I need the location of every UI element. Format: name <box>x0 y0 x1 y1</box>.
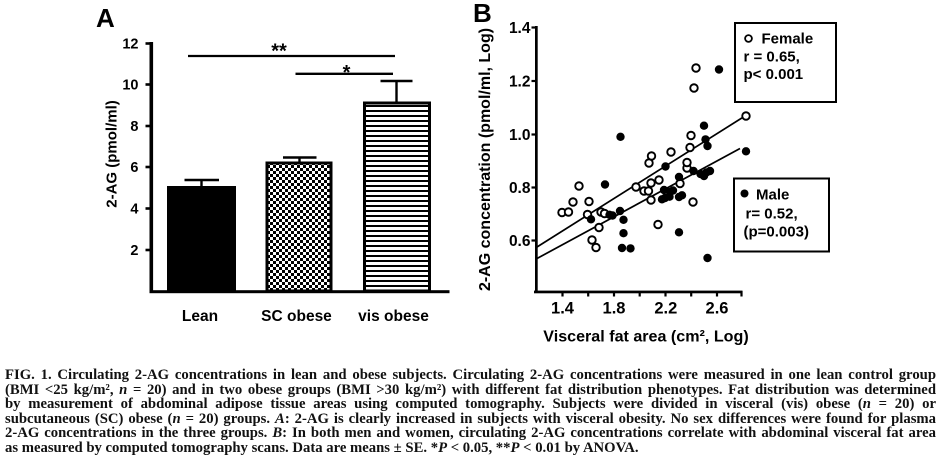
svg-text:6: 6 <box>130 160 138 176</box>
svg-text:2-AG (pmol/ml): 2-AG (pmol/ml) <box>104 100 121 208</box>
svg-text:2.2: 2.2 <box>654 300 677 318</box>
svg-text:*: * <box>343 62 351 84</box>
svg-text:Female: Female <box>762 31 814 48</box>
svg-text:1.4: 1.4 <box>551 300 575 318</box>
svg-text:8: 8 <box>130 119 138 135</box>
svg-text:2: 2 <box>130 243 138 259</box>
svg-text:1.0: 1.0 <box>509 127 531 144</box>
svg-text:Visceral fat area (cm², Log): Visceral fat area (cm², Log) <box>543 328 748 346</box>
svg-text:vis obese: vis obese <box>358 308 429 325</box>
svg-text:2-AG concentration (pmol/ml, L: 2-AG concentration (pmol/ml, Log) <box>477 28 494 291</box>
svg-text:1.8: 1.8 <box>603 300 626 318</box>
svg-text:1.4: 1.4 <box>509 20 531 37</box>
svg-text:0.8: 0.8 <box>509 180 531 197</box>
svg-text:2.6: 2.6 <box>706 300 729 318</box>
svg-text:12: 12 <box>122 37 138 53</box>
svg-text:Male: Male <box>756 187 789 204</box>
svg-text:B: B <box>473 0 492 28</box>
svg-text:10: 10 <box>122 78 138 94</box>
svg-text:r = 0.65,: r = 0.65, <box>744 49 800 66</box>
svg-text:p< 0.001: p< 0.001 <box>744 66 804 83</box>
svg-text:r= 0.52,: r= 0.52, <box>746 206 798 223</box>
svg-text:0.6: 0.6 <box>509 233 531 250</box>
svg-text:(p=0.003): (p=0.003) <box>744 224 809 241</box>
svg-text:A: A <box>96 3 115 33</box>
svg-text:4: 4 <box>130 202 138 218</box>
svg-text:Lean: Lean <box>182 308 218 325</box>
svg-text:SC obese: SC obese <box>261 308 332 325</box>
svg-text:**: ** <box>271 41 287 63</box>
svg-text:1.2: 1.2 <box>509 74 531 91</box>
